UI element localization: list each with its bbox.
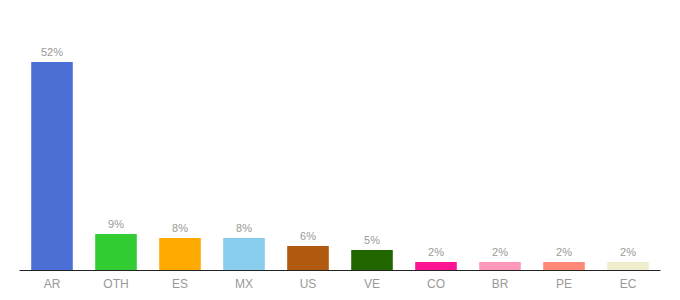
svg-text:US: US: [300, 277, 317, 291]
svg-text:2%: 2%: [620, 246, 636, 258]
svg-text:52%: 52%: [41, 46, 63, 58]
svg-text:2%: 2%: [428, 246, 444, 258]
svg-text:VE: VE: [364, 277, 380, 291]
svg-text:8%: 8%: [172, 222, 188, 234]
svg-text:9%: 9%: [108, 218, 124, 230]
svg-text:PE: PE: [556, 277, 572, 291]
svg-text:2%: 2%: [556, 246, 572, 258]
svg-text:5%: 5%: [364, 234, 380, 246]
svg-text:MX: MX: [235, 277, 253, 291]
svg-text:CO: CO: [427, 277, 445, 291]
svg-text:BR: BR: [492, 277, 509, 291]
svg-text:6%: 6%: [300, 230, 316, 242]
svg-text:AR: AR: [44, 277, 61, 291]
svg-text:OTH: OTH: [103, 277, 128, 291]
svg-text:8%: 8%: [236, 222, 252, 234]
svg-text:EC: EC: [620, 277, 637, 291]
svg-text:2%: 2%: [492, 246, 508, 258]
svg-text:ES: ES: [172, 277, 188, 291]
